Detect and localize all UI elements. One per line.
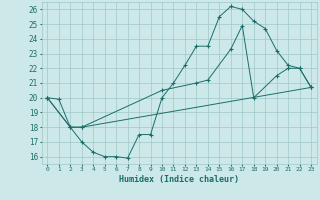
X-axis label: Humidex (Indice chaleur): Humidex (Indice chaleur) [119, 175, 239, 184]
